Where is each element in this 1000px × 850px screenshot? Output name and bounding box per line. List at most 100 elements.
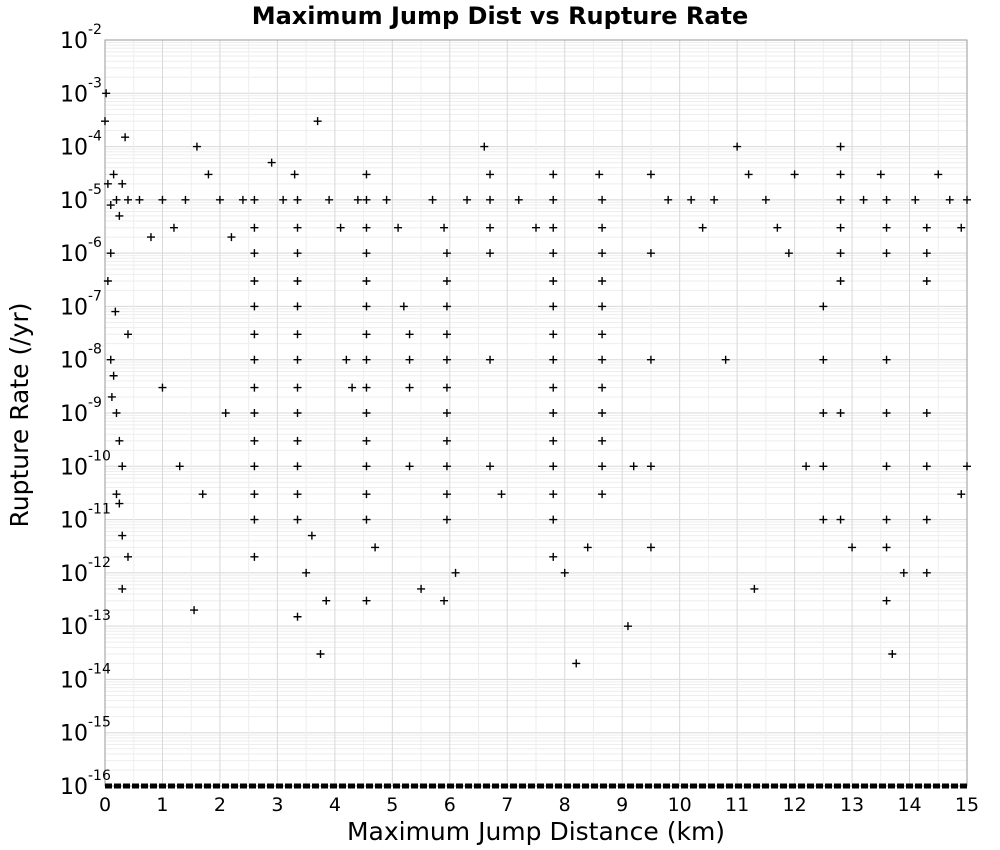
y-tick-base: 10 [60,722,88,747]
data-point [836,515,845,524]
x-tick-label: 13 [840,794,864,816]
data-point [486,355,495,364]
data-point [181,195,190,204]
y-tick-base: 10 [60,349,88,374]
data-point [486,462,495,471]
data-point [293,330,302,339]
data-point [106,249,115,258]
data-point [721,355,730,364]
data-point [549,490,558,499]
data-point [819,515,828,524]
data-point [107,392,116,401]
data-point [362,383,371,392]
data-point [733,142,742,151]
data-point [598,195,607,204]
data-point [911,195,920,204]
y-tick-exponent: -2 [88,22,102,38]
data-point [486,249,495,258]
data-point [549,330,558,339]
data-point [598,409,607,417]
data-point [882,515,891,524]
data-point [362,302,371,311]
data-point [598,330,607,339]
data-point [250,302,259,311]
data-point [115,436,124,445]
data-point [442,409,451,417]
data-point [279,195,288,204]
data-point [646,170,655,179]
y-axis-ticks: 10-210-310-410-510-610-710-810-910 -1010-… [60,22,111,800]
data-point [882,223,891,232]
data-point [146,233,155,242]
data-point [250,330,259,339]
data-point [836,277,845,286]
x-tick-label: 9 [616,794,628,816]
data-point [442,490,451,499]
y-tick-base: 10 [60,668,88,693]
data-point [215,195,224,204]
y-tick-base: 10 [60,562,88,587]
data-point [221,409,230,417]
y-tick-exponent: -4 [88,129,102,145]
data-point [325,195,334,204]
y-tick-exponent: -7 [88,288,102,304]
data-point [957,490,966,499]
y-tick-base: 10 [60,136,88,161]
data-point [598,302,607,311]
y-tick-exponent: -12 [88,555,111,571]
data-point [250,223,259,232]
data-point [118,462,127,471]
data-point [250,195,259,204]
data-point [405,330,414,339]
data-point [945,195,954,204]
y-tick-exponent: -10 [88,448,111,464]
data-point [698,223,707,232]
data-point [382,195,391,204]
chart-title: Maximum Jump Dist vs Rupture Rate [252,2,749,30]
data-point [313,117,322,126]
data-point [371,543,380,552]
data-point [836,223,845,232]
scatter-points [101,89,971,668]
data-point [106,355,115,364]
data-point [549,277,558,286]
x-tick-label: 8 [559,794,571,816]
data-point [250,409,259,417]
data-point [405,355,414,364]
data-point [405,462,414,471]
data-point [121,133,130,142]
data-point [158,383,167,392]
grid-lines [104,40,968,787]
data-point [442,436,451,445]
data-point [302,568,311,577]
data-point [629,462,638,471]
x-tick-label: 7 [501,794,513,816]
data-point [451,568,460,577]
data-point [598,249,607,258]
x-tick-label: 5 [386,794,398,816]
data-point [428,195,437,204]
data-point [106,201,115,210]
data-point [882,249,891,258]
data-point [250,552,259,561]
data-point [353,195,362,204]
data-point [442,302,451,311]
data-point [322,596,331,605]
data-point [109,170,118,179]
data-point [784,249,793,258]
data-point [362,195,371,204]
data-point [293,515,302,524]
x-tick-label: 10 [668,794,692,816]
data-point [250,436,259,445]
data-point [293,462,302,471]
y-tick-base: 10 [60,242,88,267]
data-point [118,531,127,540]
y-tick-exponent: -5 [88,182,102,198]
data-point [934,170,943,179]
data-point [290,170,299,179]
y-tick-exponent: -6 [88,235,102,251]
data-point [442,515,451,524]
data-point [101,117,109,126]
data-point [227,233,236,242]
